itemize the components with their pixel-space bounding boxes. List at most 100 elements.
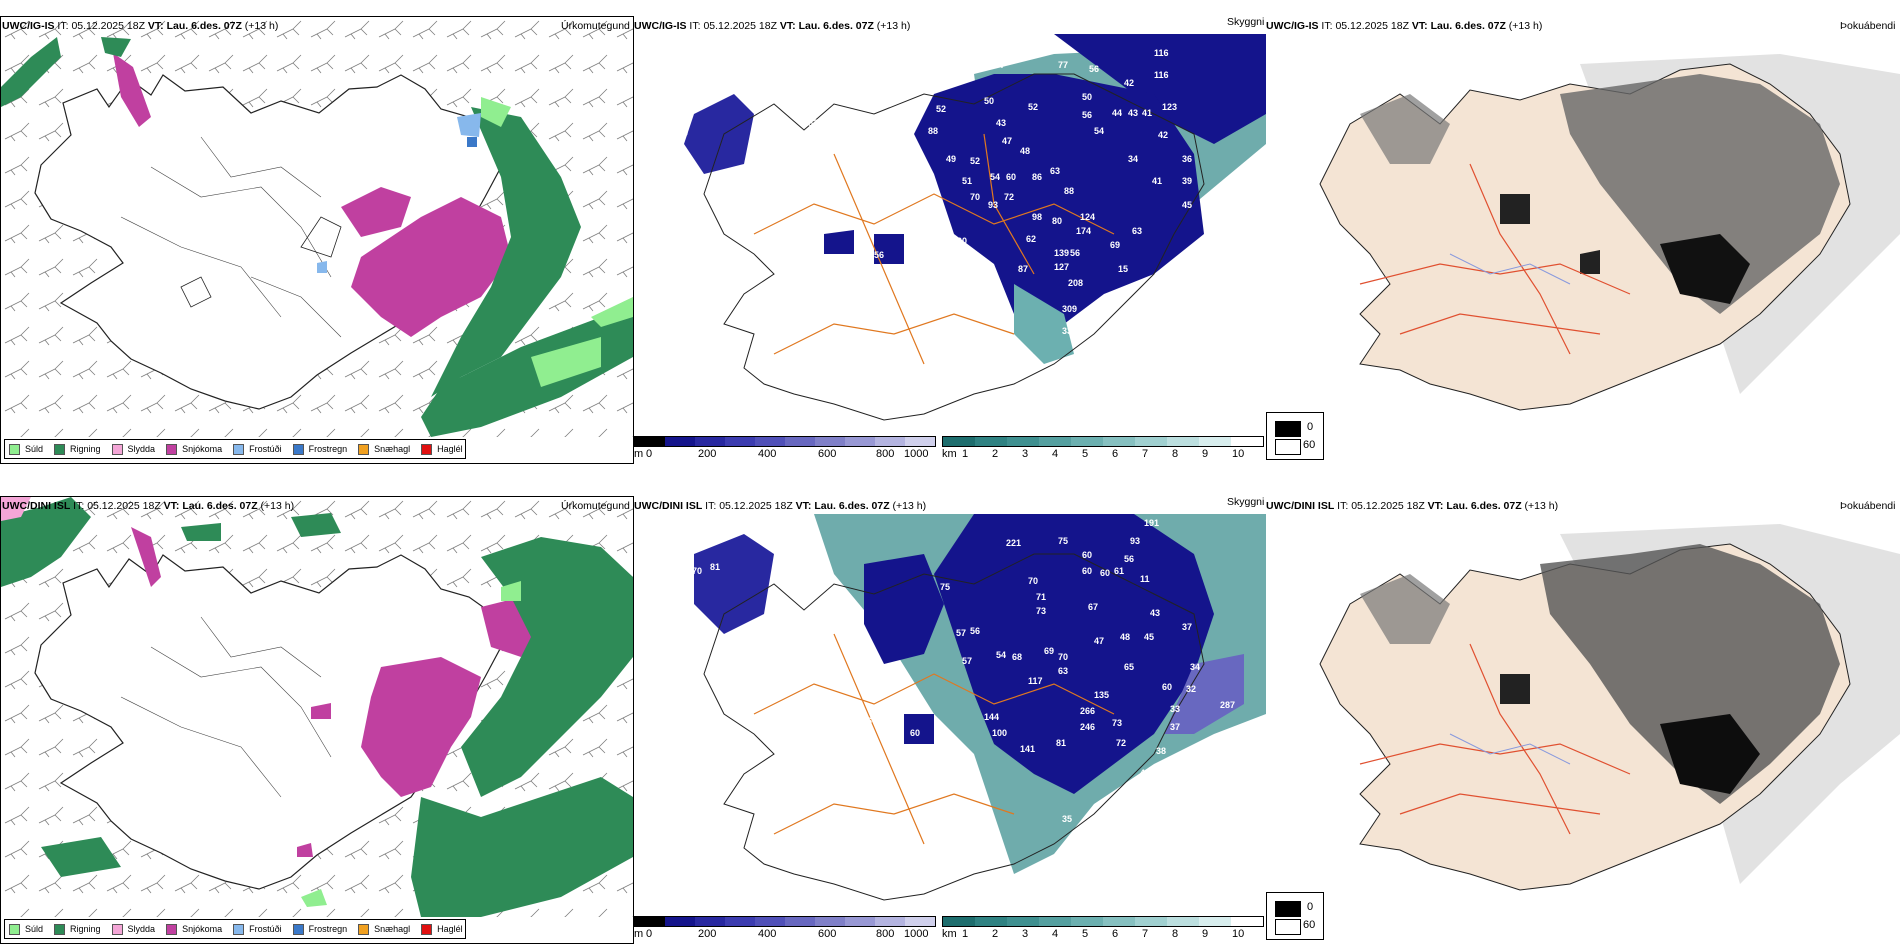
- panel-title-precip-top: Úrkomutegund: [561, 20, 630, 32]
- svg-text:124: 124: [1080, 212, 1095, 222]
- svg-text:48: 48: [1120, 632, 1130, 642]
- svg-text:88: 88: [1064, 186, 1074, 196]
- svg-text:87: 87: [1018, 264, 1028, 274]
- panel-title-visibility-bottom: Skyggni: [1227, 496, 1265, 508]
- header-top-visibility: UWC/IG-IS IT: 05.12.2025 18Z VT: Lau. 6.…: [634, 20, 911, 32]
- legend-item-snaehagl: Snæhagl: [358, 923, 410, 935]
- svg-text:65: 65: [798, 152, 808, 162]
- svg-text:141: 141: [1020, 744, 1035, 754]
- svg-text:34: 34: [1128, 154, 1138, 164]
- panel-title-fog-top: Þokuábendi: [1840, 20, 1896, 32]
- visibility-colorbar-km-bottom: km 1 2 3 4 5 6 7 8 9 10: [942, 916, 1266, 940]
- svg-text:47: 47: [1002, 136, 1012, 146]
- svg-text:60: 60: [1100, 568, 1110, 578]
- svg-text:54: 54: [1094, 126, 1104, 136]
- precip-map-bottom: [1, 497, 633, 917]
- fog-legend-top: 0 60: [1266, 412, 1324, 460]
- svg-text:39: 39: [1182, 176, 1192, 186]
- svg-text:72: 72: [778, 618, 788, 628]
- header-bottom-visibility: UWC/DINI ISL IT: 05.12.2025 18Z VT: Lau.…: [634, 500, 927, 512]
- visibility-values-bottom: 191 221 75 93 60 56 60 60 61 11 70 71 73…: [692, 518, 1235, 876]
- svg-text:144: 144: [984, 712, 999, 722]
- header-top-precip: UWC/IG-IS IT: 05.12.2025 18Z VT: Lau. 6.…: [2, 20, 279, 32]
- legend-item-slydda: Slydda: [111, 443, 155, 455]
- svg-text:69: 69: [1110, 240, 1120, 250]
- svg-text:56: 56: [1089, 64, 1099, 74]
- svg-text:139: 139: [1054, 248, 1069, 258]
- svg-text:67: 67: [1088, 602, 1098, 612]
- svg-text:93: 93: [988, 200, 998, 210]
- svg-text:73: 73: [1036, 606, 1046, 616]
- svg-text:6: 6: [1142, 288, 1147, 298]
- svg-text:52: 52: [936, 104, 946, 114]
- svg-text:71: 71: [1036, 592, 1046, 602]
- legend-item-rigning: Rigning: [54, 443, 101, 455]
- svg-text:62: 62: [820, 130, 830, 140]
- precip-type-panel-bottom: Súld Rigning Slydda Snjókoma Frostúði Fr…: [0, 496, 634, 944]
- svg-text:68: 68: [1012, 652, 1022, 662]
- svg-text:70: 70: [692, 566, 702, 576]
- visibility-map-top: 977 77 56 116 116 42 50 123 56 44 43 41 …: [678, 34, 1266, 421]
- panel-title-visibility-top: Skyggni: [1227, 16, 1265, 28]
- svg-text:76: 76: [862, 716, 872, 726]
- svg-text:69: 69: [1044, 646, 1054, 656]
- svg-text:221: 221: [1006, 538, 1021, 548]
- svg-text:34: 34: [1190, 662, 1200, 672]
- svg-text:50: 50: [1082, 92, 1092, 102]
- svg-text:52: 52: [970, 156, 980, 166]
- iceland-outline: [703, 73, 1205, 421]
- svg-text:53: 53: [818, 598, 828, 608]
- svg-text:60: 60: [1162, 682, 1172, 692]
- svg-text:116: 116: [1154, 48, 1169, 58]
- svg-text:287: 287: [1220, 700, 1235, 710]
- precip-map-top: [1, 17, 633, 437]
- svg-text:44: 44: [1112, 108, 1122, 118]
- svg-text:64: 64: [774, 144, 784, 154]
- svg-text:127: 127: [1054, 262, 1069, 272]
- svg-text:51: 51: [962, 176, 972, 186]
- svg-text:38: 38: [1156, 746, 1166, 756]
- visibility-colorbar-km-top: km 1 2 3 4 5 6 7 8 9 10: [942, 436, 1266, 460]
- svg-text:309: 309: [1062, 304, 1077, 314]
- svg-text:135: 135: [1094, 690, 1109, 700]
- svg-text:117: 117: [1028, 676, 1043, 686]
- precip-legend-bottom: Súld Rigning Slydda Snjókoma Frostúði Fr…: [4, 919, 466, 939]
- svg-text:70: 70: [1058, 652, 1068, 662]
- svg-text:56: 56: [1070, 248, 1080, 258]
- header-top-fog: UWC/IG-IS IT: 05.12.2025 18Z VT: Lau. 6.…: [1266, 20, 1543, 32]
- svg-text:81: 81: [710, 562, 720, 572]
- svg-text:174: 174: [1076, 226, 1091, 236]
- svg-text:266: 266: [1080, 706, 1095, 716]
- legend-item-sudl: Súld: [9, 443, 43, 455]
- svg-text:54: 54: [996, 650, 1006, 660]
- svg-text:54: 54: [990, 172, 1000, 182]
- svg-text:123: 123: [1162, 102, 1177, 112]
- svg-text:63: 63: [814, 662, 824, 672]
- legend-item-sudl: Súld: [9, 923, 43, 935]
- svg-text:52: 52: [1028, 102, 1038, 112]
- legend-item-frostregn: Frostregn: [292, 443, 347, 455]
- svg-text:61: 61: [924, 234, 934, 244]
- svg-text:63: 63: [1058, 666, 1068, 676]
- visibility-map-bottom: 191 221 75 93 60 56 60 60 61 11 70 71 73…: [692, 514, 1266, 901]
- svg-text:11: 11: [1140, 574, 1150, 584]
- legend-item-frostregn: Frostregn: [292, 923, 347, 935]
- svg-text:72: 72: [1116, 738, 1126, 748]
- svg-text:42: 42: [1158, 130, 1168, 140]
- svg-text:43: 43: [996, 118, 1006, 128]
- svg-text:60: 60: [1006, 172, 1016, 182]
- svg-text:70: 70: [970, 192, 980, 202]
- svg-text:57: 57: [956, 628, 966, 638]
- legend-item-haglel: Haglél: [421, 923, 463, 935]
- svg-text:83: 83: [794, 618, 804, 628]
- svg-text:33: 33: [1170, 704, 1180, 714]
- svg-text:53: 53: [808, 118, 818, 128]
- svg-text:60: 60: [1082, 566, 1092, 576]
- svg-text:48: 48: [1020, 146, 1030, 156]
- header-bottom-fog: UWC/DINI ISL IT: 05.12.2025 18Z VT: Lau.…: [1266, 500, 1559, 512]
- svg-text:41: 41: [1142, 108, 1152, 118]
- svg-text:56: 56: [874, 250, 884, 260]
- svg-text:45: 45: [1182, 200, 1192, 210]
- fog-map-top: [1319, 54, 1900, 411]
- svg-text:63: 63: [1050, 166, 1060, 176]
